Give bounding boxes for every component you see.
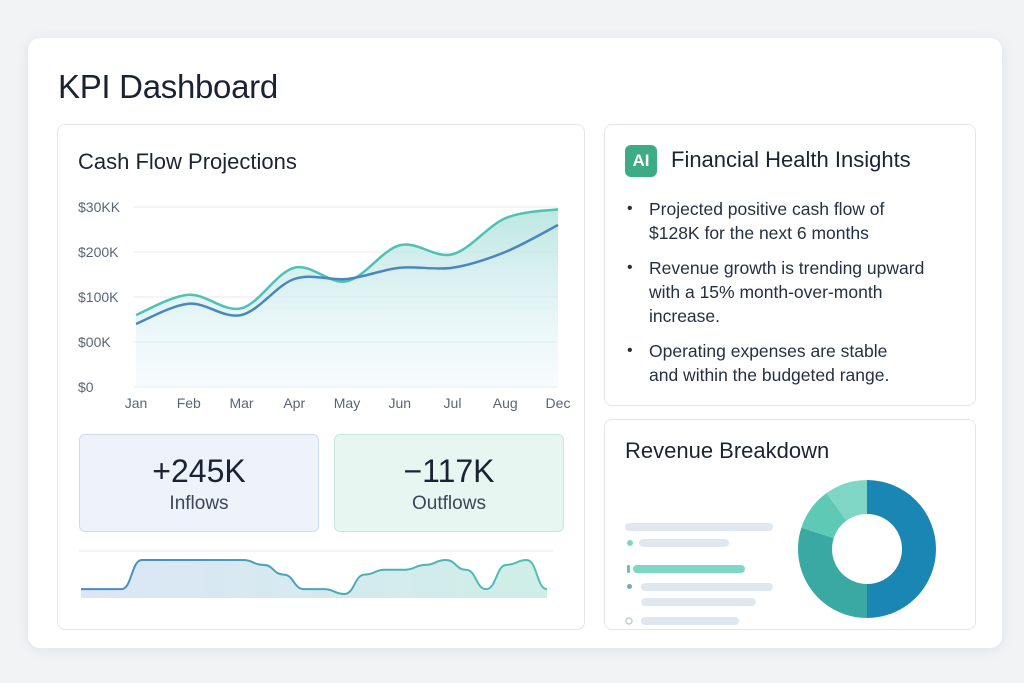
outflows-label: Outflows — [412, 493, 486, 514]
x-tick-label: Feb — [177, 395, 201, 411]
x-tick-label: May — [334, 395, 360, 411]
insight-line: Revenue growth is trending upward — [649, 258, 925, 278]
area-fill — [136, 209, 558, 387]
x-tick-label: Mar — [229, 395, 253, 411]
revenue-legend — [625, 523, 773, 625]
outflows-value: −117K — [403, 453, 495, 489]
insight-item: • Operating expenses are stable and with… — [627, 339, 957, 387]
insight-line: and within the budgeted range. — [649, 365, 890, 385]
donut-slice — [867, 480, 936, 618]
sparkline-area — [81, 560, 547, 598]
dashboard-frame: KPI Dashboard Cash Flow Projections $0 $0… — [28, 38, 1002, 648]
bullet-icon: • — [627, 200, 633, 217]
sparkline-line — [81, 558, 548, 596]
x-tick-label: Jul — [444, 395, 462, 411]
revenue-breakdown-chart — [625, 480, 936, 625]
inflows-label: Inflows — [169, 493, 229, 514]
y-tick-label: $0 — [78, 379, 94, 395]
y-tick-label: $200K — [78, 244, 119, 260]
cash-flow-card: Cash Flow Projections $0 $00K $100K $200K $3… — [57, 124, 585, 630]
outflows-kpi: −117K Outflows — [334, 434, 564, 532]
insight-line: with a 15% month-over-month — [649, 282, 883, 302]
bullet-icon: • — [627, 259, 633, 276]
cash-flow-chart: $0 $00K $100K $200K $30KK Jan Feb Mar Apr May Jun J… — [78, 199, 571, 411]
inflows-value: +245K — [152, 453, 246, 489]
insight-line: Operating expenses are stable — [649, 341, 888, 361]
legend-bar — [625, 523, 773, 531]
page-title: KPI Dashboard — [58, 68, 278, 105]
series-line-b — [135, 223, 559, 326]
cash-flow-sparkline — [79, 550, 553, 598]
legend-dot — [627, 540, 633, 546]
insight-line: $128K for the next 6 months — [649, 223, 869, 243]
y-tick-label: $100K — [78, 289, 119, 305]
legend-dot — [627, 565, 630, 573]
x-tick-label: Dec — [546, 395, 571, 411]
insight-item: • Revenue growth is trending upward with… — [627, 256, 957, 328]
legend-dot — [625, 617, 633, 625]
inflows-kpi: +245K Inflows — [79, 434, 319, 532]
revenue-donut — [798, 480, 936, 618]
revenue-breakdown-card: Revenue Breakdown — [604, 419, 976, 630]
insight-item: • Projected positive cash flow of $128K … — [627, 197, 957, 245]
insight-line: increase. — [649, 306, 721, 326]
legend-dot — [627, 584, 632, 589]
financial-insights-card: AI Financial Health Insights • Projected… — [604, 124, 976, 406]
series-line-a — [135, 208, 559, 317]
legend-bar — [633, 565, 745, 573]
x-tick-label: Jun — [388, 395, 411, 411]
ai-badge: AI — [625, 145, 657, 177]
donut-slice — [801, 493, 847, 539]
donut-slice — [826, 480, 867, 521]
x-tick-label: Apr — [283, 395, 305, 411]
y-tick-label: $00K — [78, 334, 111, 350]
cash-flow-title: Cash Flow Projections — [78, 149, 297, 174]
legend-bar — [641, 617, 739, 625]
bullet-icon: • — [627, 342, 633, 359]
legend-bar — [641, 583, 773, 591]
x-tick-label: Jan — [125, 395, 148, 411]
x-tick-label: Aug — [493, 395, 518, 411]
insight-list: • Projected positive cash flow of $128K … — [627, 197, 957, 398]
revenue-title: Revenue Breakdown — [625, 438, 830, 463]
insights-title: Financial Health Insights — [671, 147, 911, 172]
donut-slice — [798, 527, 867, 618]
y-tick-label: $30KK — [78, 199, 121, 215]
legend-bar — [641, 598, 756, 606]
legend-bar — [639, 539, 729, 547]
insight-line: Projected positive cash flow of — [649, 199, 885, 219]
